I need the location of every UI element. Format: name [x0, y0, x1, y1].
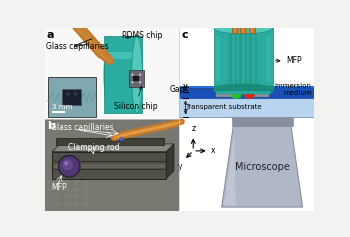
Bar	[252, 93, 269, 97]
Bar	[232, 117, 293, 126]
Bar	[216, 93, 233, 97]
Bar	[45, 28, 180, 119]
Ellipse shape	[74, 92, 77, 95]
Ellipse shape	[73, 187, 79, 191]
Text: c: c	[182, 30, 188, 40]
Ellipse shape	[73, 180, 79, 184]
Text: MFP: MFP	[51, 183, 66, 192]
Ellipse shape	[231, 92, 242, 99]
Ellipse shape	[46, 187, 51, 191]
Ellipse shape	[46, 195, 51, 199]
Ellipse shape	[131, 81, 134, 84]
Bar	[239, 34, 247, 84]
Text: PDMS chip: PDMS chip	[122, 31, 162, 40]
Text: z: z	[191, 124, 195, 133]
Bar	[49, 77, 96, 117]
Bar	[252, 34, 255, 84]
Ellipse shape	[64, 187, 70, 191]
Bar	[242, 34, 245, 84]
Bar	[128, 70, 144, 87]
Text: x: x	[211, 146, 216, 155]
Polygon shape	[222, 126, 302, 207]
Ellipse shape	[55, 203, 61, 207]
Ellipse shape	[82, 187, 89, 191]
Bar	[214, 86, 273, 92]
Text: Glass capillaries: Glass capillaries	[51, 123, 113, 132]
Ellipse shape	[66, 92, 69, 95]
Bar	[214, 28, 273, 89]
Ellipse shape	[73, 195, 79, 199]
Text: Clamping rod: Clamping rod	[68, 143, 119, 152]
Bar	[62, 89, 81, 105]
Ellipse shape	[131, 73, 134, 76]
Bar	[52, 152, 166, 179]
Bar	[266, 36, 271, 82]
Bar	[180, 86, 314, 88]
Ellipse shape	[139, 81, 142, 84]
Ellipse shape	[82, 203, 89, 207]
Text: Immersion
medium: Immersion medium	[275, 83, 312, 96]
Ellipse shape	[73, 203, 79, 207]
Bar	[250, 34, 257, 84]
Ellipse shape	[64, 180, 70, 184]
Bar	[242, 10, 244, 33]
Ellipse shape	[55, 180, 61, 184]
Ellipse shape	[64, 203, 70, 207]
Bar	[230, 34, 237, 84]
Ellipse shape	[64, 161, 68, 165]
Text: Gap: Gap	[169, 85, 185, 94]
Ellipse shape	[82, 195, 89, 199]
Ellipse shape	[46, 180, 51, 184]
Ellipse shape	[120, 138, 124, 141]
Text: Transparent substrate: Transparent substrate	[185, 104, 261, 110]
Polygon shape	[166, 144, 174, 179]
Ellipse shape	[104, 36, 115, 113]
Polygon shape	[52, 144, 174, 152]
Bar	[104, 36, 142, 113]
Ellipse shape	[55, 187, 61, 191]
Text: Glass capillaries: Glass capillaries	[46, 42, 109, 51]
Polygon shape	[224, 128, 236, 205]
Bar	[54, 164, 165, 168]
Text: y: y	[178, 162, 182, 171]
Text: MFP: MFP	[275, 56, 302, 65]
Bar	[180, 98, 314, 117]
Text: Microscope: Microscope	[235, 162, 289, 172]
Bar	[249, 10, 255, 33]
Bar	[45, 119, 180, 211]
Bar	[234, 10, 236, 33]
Ellipse shape	[46, 203, 51, 207]
Bar	[180, 87, 314, 98]
Text: a: a	[47, 30, 55, 40]
Bar	[133, 76, 139, 81]
Ellipse shape	[64, 195, 70, 199]
Bar	[232, 10, 238, 33]
Text: Silicon chip: Silicon chip	[114, 87, 158, 111]
Ellipse shape	[244, 91, 255, 99]
Text: T: T	[183, 109, 187, 115]
Bar	[232, 34, 235, 84]
Ellipse shape	[58, 155, 80, 177]
Ellipse shape	[55, 195, 61, 199]
Bar	[56, 138, 164, 146]
Bar	[180, 119, 314, 211]
Ellipse shape	[214, 23, 273, 34]
Bar	[240, 10, 246, 33]
Bar	[216, 91, 271, 94]
Bar	[104, 52, 142, 59]
Ellipse shape	[214, 84, 273, 95]
Ellipse shape	[62, 159, 73, 170]
Text: b: b	[47, 121, 55, 131]
Bar	[216, 36, 220, 82]
Ellipse shape	[82, 180, 89, 184]
Text: 3 mm: 3 mm	[51, 104, 72, 110]
Bar	[180, 28, 314, 119]
Bar	[251, 10, 253, 33]
Ellipse shape	[132, 36, 142, 113]
Ellipse shape	[139, 73, 142, 76]
